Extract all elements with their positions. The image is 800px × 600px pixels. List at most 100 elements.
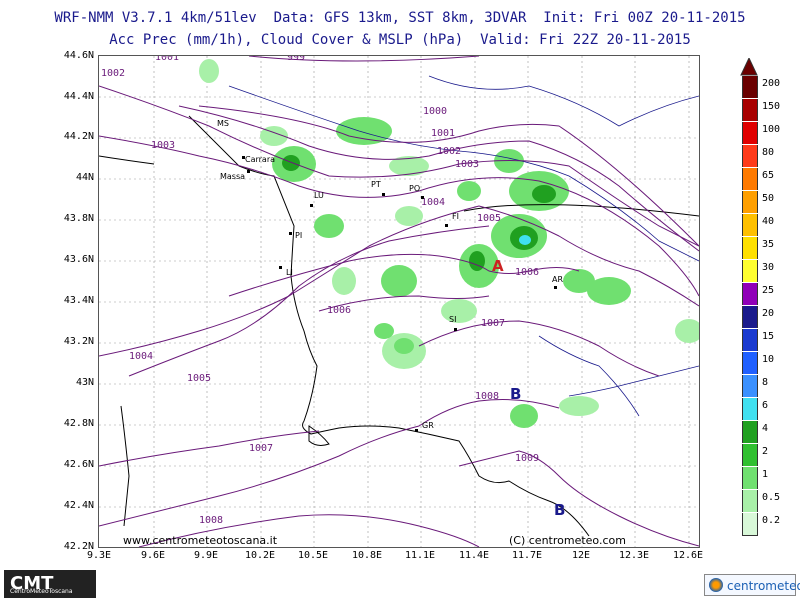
colorbar-swatch xyxy=(742,444,758,466)
city-label: Carrara xyxy=(245,155,275,164)
colorbar-label: 20 xyxy=(762,308,775,319)
colorbar-label: 15 xyxy=(762,331,775,342)
city-label: AR xyxy=(552,275,563,284)
isobar-label: 1000 xyxy=(423,106,447,117)
isobar-label: 1003 xyxy=(455,159,479,170)
precip-blob xyxy=(260,126,288,146)
isobar-1005 xyxy=(128,225,490,377)
lat-label: 42.4N xyxy=(63,500,94,511)
lon-label: 11.4E xyxy=(458,550,490,561)
isobar-1008b xyxy=(138,514,480,547)
isobar-label: 1006 xyxy=(515,267,539,278)
isobars xyxy=(99,56,699,547)
isobar-999 xyxy=(248,56,480,62)
isobar-label: 1008 xyxy=(199,515,223,526)
cmt-logo: CMT CentroMeteoToscana xyxy=(4,570,96,598)
centrometeo-logo: centrometeo xyxy=(704,574,800,596)
precip-blob xyxy=(457,181,481,201)
isobar-1002 xyxy=(99,85,699,247)
colorbar-swatch xyxy=(742,237,758,259)
precip-blob xyxy=(374,323,394,339)
city-label: LI xyxy=(286,268,293,277)
colorbar-label: 50 xyxy=(762,193,775,204)
isobar-1001 xyxy=(178,105,699,252)
lon-label: 12.6E xyxy=(672,550,704,561)
colorbar-swatch xyxy=(742,513,758,536)
lat-label: 43.4N xyxy=(63,295,94,306)
weather-map[interactable]: 1002 1001 999 1003 1000 1001 1002 1003 1… xyxy=(98,55,700,548)
precip-blob xyxy=(494,149,524,173)
low-pressure-center: B xyxy=(510,385,521,403)
precipitation-areas xyxy=(199,59,699,428)
centrometeo-logo-icon xyxy=(709,578,723,592)
colorbar-arrow xyxy=(740,58,758,76)
cities: MS Carrara Massa LU PT PO FI PI LI AR SI… xyxy=(217,119,563,432)
precip-blob xyxy=(381,265,417,297)
city-label: PT xyxy=(371,180,381,189)
city-label: GR xyxy=(422,421,434,430)
colorbar-swatch xyxy=(742,375,758,397)
precip-blob xyxy=(282,155,300,171)
lon-label: 10.2E xyxy=(244,550,276,561)
lat-label: 43.6N xyxy=(63,254,94,265)
colorbar-swatch xyxy=(742,191,758,213)
lon-label: 12E xyxy=(571,550,591,561)
colorbar-swatch xyxy=(742,306,758,328)
colorbar-swatch xyxy=(742,352,758,374)
lon-label: 11.1E xyxy=(404,550,436,561)
precip-blob xyxy=(395,206,423,226)
precip-blob xyxy=(441,299,477,323)
colorbar-label: 0.5 xyxy=(762,492,781,503)
lon-label: 9.9E xyxy=(193,550,219,561)
map-grid xyxy=(99,56,699,547)
colorbar-swatch xyxy=(742,490,758,512)
low-pressure-center: B xyxy=(554,501,565,519)
colorbar-swatch xyxy=(742,168,758,190)
precip-blob xyxy=(587,277,631,305)
isobar-label: 1004 xyxy=(129,351,153,362)
isobar-label: 1003 xyxy=(151,140,175,151)
high-pressure-center: A xyxy=(492,257,504,275)
pressure-centers: A B B xyxy=(492,257,565,519)
colorbar-label: 6 xyxy=(762,400,769,411)
isobar-1006 xyxy=(228,253,580,297)
precip-blob xyxy=(469,251,485,271)
isobar-1008 xyxy=(99,399,560,527)
isobar-label: 1008 xyxy=(475,391,499,402)
isobar-1000 xyxy=(198,105,699,247)
colorbar-swatch xyxy=(742,421,758,443)
isobar-1006b xyxy=(318,295,490,312)
colorbar-swatch xyxy=(742,214,758,236)
isobar-label: 1009 xyxy=(515,453,539,464)
colorbar-swatch xyxy=(742,145,758,167)
isobar-label: 1005 xyxy=(187,373,211,384)
lat-label: 43.2N xyxy=(63,336,94,347)
city-label: FI xyxy=(452,212,459,221)
isobar-label: 1002 xyxy=(101,68,125,79)
colorbar-label: 0.2 xyxy=(762,515,781,526)
precip-blob xyxy=(563,269,595,293)
city-label: Massa xyxy=(220,172,245,181)
isobar-label: 1004 xyxy=(421,197,445,208)
lon-label: 10.8E xyxy=(351,550,383,561)
city-label: PI xyxy=(295,231,302,240)
city-label: SI xyxy=(449,315,456,324)
colorbar-label: 30 xyxy=(762,262,775,273)
colorbar-label: 8 xyxy=(762,377,769,388)
colorbar-label: 35 xyxy=(762,239,775,250)
city-label: PO xyxy=(409,184,420,193)
isobar-label: 1007 xyxy=(249,443,273,454)
colorbar-swatch xyxy=(742,283,758,305)
colorbar-swatch xyxy=(742,467,758,489)
precip-blob xyxy=(389,156,429,176)
precip-blob xyxy=(332,267,356,295)
colorbar-swatch xyxy=(742,260,758,282)
lon-label: 9.6E xyxy=(140,550,166,561)
lat-label: 43N xyxy=(75,377,94,388)
precip-blob xyxy=(675,319,699,343)
lat-label: 44.2N xyxy=(63,131,94,142)
isobar-label: 1005 xyxy=(477,213,501,224)
isobar-label: 999 xyxy=(287,56,305,63)
colorbar-label: 80 xyxy=(762,147,775,158)
colorbar-label: 25 xyxy=(762,285,775,296)
